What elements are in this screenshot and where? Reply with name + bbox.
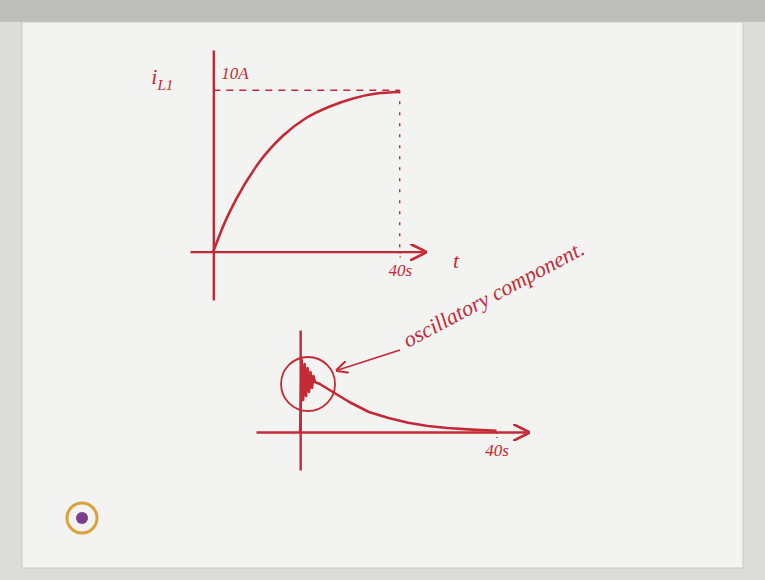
grid-line — [213, 90, 399, 92]
grid-line — [399, 90, 400, 251]
curve — [300, 360, 496, 432]
chart-0: 40s 10A iL1 t — [151, 51, 460, 301]
x-axis-title: t — [453, 248, 460, 273]
highlight-circle — [281, 357, 335, 411]
logo — [67, 503, 97, 533]
plot-area — [300, 360, 496, 432]
y-axis: 10A — [213, 51, 249, 301]
x-axis-line — [191, 251, 424, 253]
y-tick: 10A — [213, 64, 249, 91]
backdrop — [0, 0, 765, 22]
x-tick-mark — [496, 432, 498, 438]
y-axis-title: iL1 — [151, 64, 173, 93]
x-tick-label: 40s — [388, 261, 412, 280]
grid — [213, 90, 399, 251]
x-tick-label: 40s — [485, 441, 509, 460]
x-tick: 40s — [388, 252, 412, 280]
page: 40s10AiL1t40soscillatory component. — [0, 0, 765, 580]
y-axis-line — [213, 51, 215, 301]
paper — [22, 22, 743, 568]
chart-1: 40soscillatory component. — [257, 236, 589, 471]
plot-area — [213, 92, 399, 252]
logo-ring — [67, 503, 97, 533]
x-axis-line — [257, 431, 527, 433]
curve — [213, 92, 399, 252]
x-axis: 40s — [257, 432, 527, 460]
y-tick-label: 10A — [221, 64, 249, 83]
x-tick: 40s — [485, 432, 509, 460]
x-tick-mark — [399, 252, 401, 258]
annotation: oscillatory component. — [399, 236, 589, 353]
annotation-arrow — [338, 350, 400, 370]
logo-core — [76, 512, 88, 524]
x-axis: 40s — [191, 252, 424, 280]
